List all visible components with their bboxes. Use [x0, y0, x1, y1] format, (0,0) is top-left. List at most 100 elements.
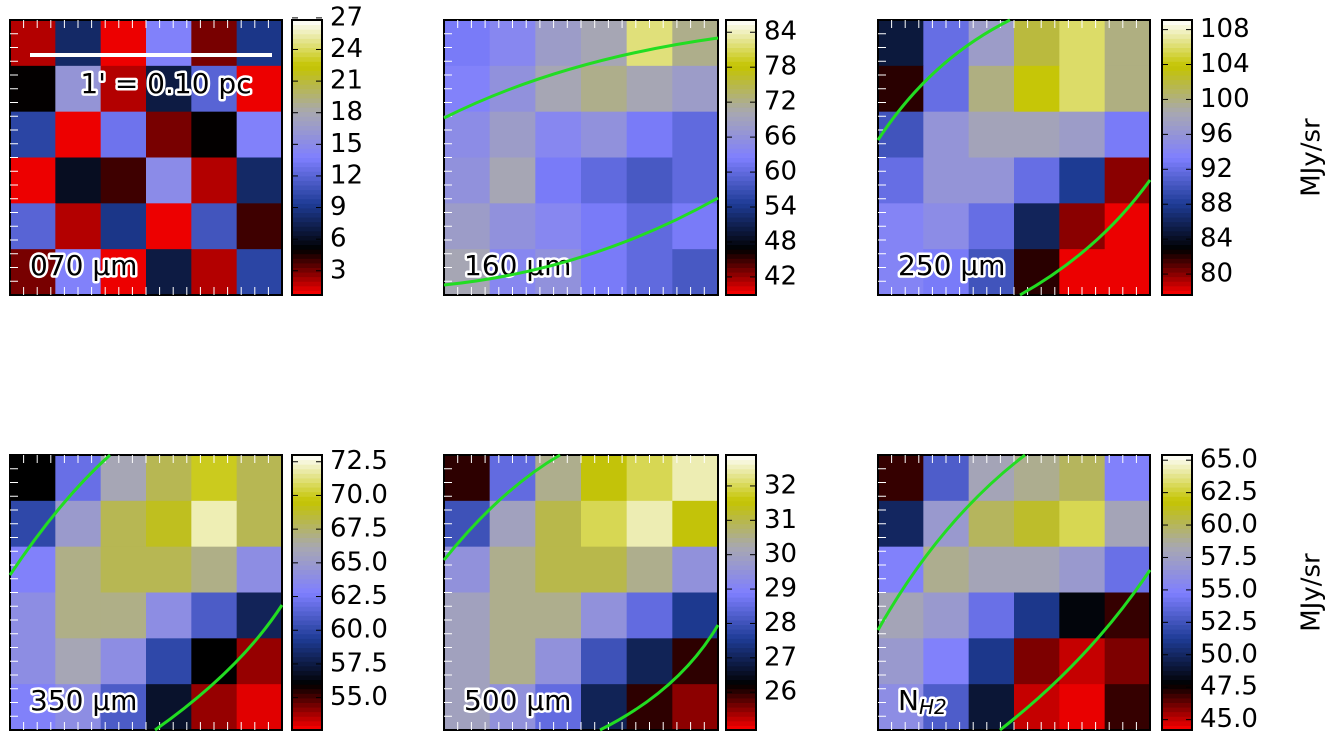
colorbar-tick-label: 66 [764, 122, 797, 152]
arc [443, 196, 719, 287]
colorbar-swatch [1162, 189, 1192, 195]
heatmap-cell [236, 684, 283, 731]
colorbar-swatch [1162, 125, 1192, 131]
heatmap-cell [878, 20, 924, 67]
colorbar-swatch [726, 624, 756, 630]
colorbar-swatch [726, 597, 756, 603]
colorbar-swatch [292, 42, 322, 48]
colorbar-swatch [1162, 555, 1192, 561]
heatmap-cell [1059, 500, 1106, 548]
colorbar-swatch [1162, 601, 1192, 607]
colorbar-swatch [1162, 65, 1192, 71]
heatmap-cell [535, 638, 582, 685]
arc [876, 18, 1011, 141]
colorbar-swatch [1162, 152, 1192, 158]
colorbar-swatch [1162, 47, 1192, 53]
colorbar-tick-label: 60.0 [1200, 510, 1258, 540]
colorbar-swatch [292, 139, 322, 145]
heatmap-cell [236, 500, 283, 548]
colorbar-swatch [292, 171, 322, 177]
colorbar-swatch [292, 482, 322, 488]
colorbar-swatch [726, 510, 756, 516]
colorbar-swatch [292, 285, 322, 291]
colorbar-swatch [726, 459, 756, 465]
colorbar-swatch [726, 523, 756, 529]
colorbar-swatch [292, 610, 322, 616]
colorbar-swatch [292, 542, 322, 548]
colorbar-swatch [1162, 620, 1192, 626]
colorbar-swatch [726, 79, 756, 85]
heatmap-cell [923, 157, 970, 204]
colorbar-swatch [292, 725, 322, 731]
colorbar-frame [725, 19, 757, 296]
colorbar-swatch [292, 207, 322, 213]
colorbar-swatch [726, 162, 756, 168]
heatmap-cell [1014, 592, 1060, 639]
colorbar-swatch [292, 29, 322, 35]
heatmap-cell [535, 20, 582, 67]
colorbar-tick-label: 80 [1200, 259, 1233, 289]
colorbar-swatch [1162, 230, 1192, 236]
colorbar-swatch [1162, 551, 1192, 557]
heatmap-cell [968, 638, 1015, 685]
colorbar-swatch [292, 75, 322, 81]
colorbar-swatch [292, 500, 322, 506]
colorbar-swatch [726, 189, 756, 195]
heatmap-cell [1014, 20, 1060, 67]
colorbar-tick-label: 47.5 [1200, 672, 1258, 702]
heatmap-cell [146, 111, 192, 158]
colorbar-tick-label: 32 [764, 470, 797, 500]
heatmap-cell [672, 638, 719, 685]
colorbar-swatch [1162, 615, 1192, 621]
colorbar-swatch [292, 684, 322, 690]
colorbar-tick-label: 6 [330, 224, 347, 254]
colorbar-swatch [726, 93, 756, 99]
colorbar-swatch [292, 647, 322, 653]
colorbar-swatch [292, 212, 322, 218]
panel: 55.0 57.560.0 62.5 65.067.5 70.0 72.5 350 μm [9, 446, 388, 731]
heatmap-cell [581, 111, 628, 158]
colorbar-swatch [726, 61, 756, 67]
heatmap-cell [878, 111, 924, 158]
colorbar-swatch [1162, 500, 1192, 506]
colorbar-swatch [292, 281, 322, 287]
colorbar-swatch [292, 574, 322, 580]
heatmap-cell [968, 500, 1015, 548]
colorbar-swatch [292, 226, 322, 232]
heatmap-cell [1104, 111, 1151, 158]
heatmap-cell [968, 65, 1015, 113]
colorbar-swatch [1162, 52, 1192, 58]
colorbar-swatch [1162, 702, 1192, 708]
colorbar-tick-label: 108 [1200, 14, 1250, 44]
colorbar-swatch [1162, 468, 1192, 474]
heatmap-cell [581, 638, 628, 685]
arc [876, 453, 1026, 631]
heatmap-cell [489, 203, 536, 250]
colorbar-swatch [726, 661, 756, 667]
colorbar-swatch [726, 542, 756, 548]
colorbar-swatch [726, 272, 756, 278]
colorbar-swatch [726, 102, 756, 108]
colorbar-swatch [292, 65, 322, 71]
heatmap-cell [878, 684, 924, 731]
colorbar-swatch [292, 670, 322, 676]
heatmap-cell [1104, 684, 1151, 731]
colorbar-swatch [726, 65, 756, 71]
colorbar-swatch [726, 583, 756, 589]
heatmap-cell [444, 546, 491, 593]
heatmap-cell [55, 157, 102, 204]
colorbar-swatch [1162, 638, 1192, 644]
colorbar-swatch [1162, 258, 1192, 264]
colorbar-swatch [292, 679, 322, 685]
heatmap-cell [1104, 65, 1151, 113]
heatmap-cell [672, 249, 719, 296]
colorbar-swatch [1162, 166, 1192, 172]
colorbar-swatch [726, 56, 756, 62]
heatmap-cell [968, 592, 1015, 639]
heatmap-cell [968, 249, 1015, 296]
heatmap-cell [236, 638, 283, 685]
heatmap-cell [10, 20, 56, 67]
heatmap-cell [923, 546, 970, 593]
